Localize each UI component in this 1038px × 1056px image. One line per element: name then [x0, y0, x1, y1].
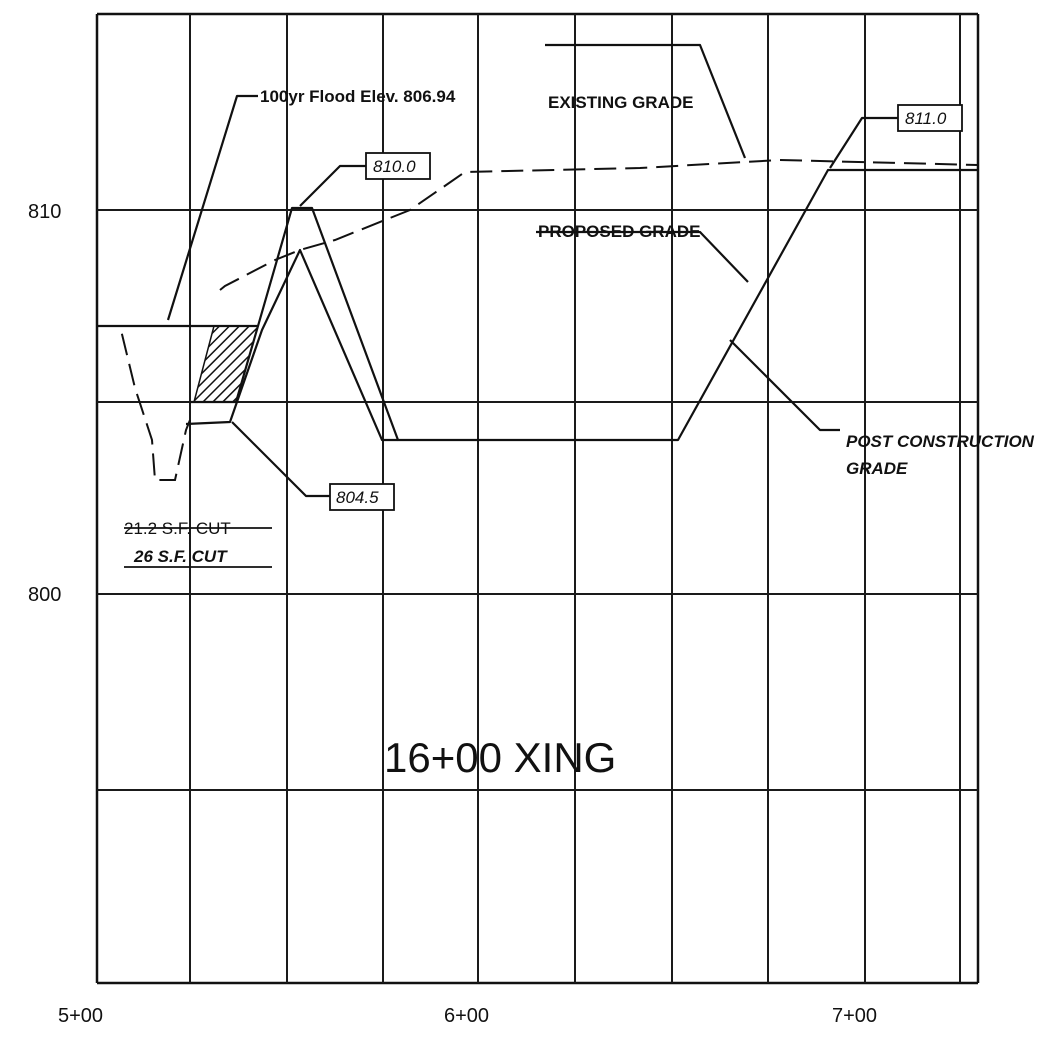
proposed-grade-label: PROPOSED GRADE [538, 222, 700, 241]
y-tick-800: 800 [28, 584, 61, 606]
callout-810-text: 810.0 [373, 157, 416, 176]
proposed-grade-leader [536, 230, 749, 283]
vertical-grid [189, 14, 961, 983]
callout-811-leader [829, 116, 898, 169]
existing-grade-channel [97, 325, 191, 481]
post-construction-label-1: POST CONSTRUCTION [846, 432, 1035, 451]
callout-8045-box [329, 483, 395, 511]
post-construction-leader [729, 339, 840, 432]
callout-810-leader [299, 164, 366, 207]
cut-area-hatch [193, 325, 259, 403]
post-construction-grade-line [185, 248, 398, 442]
horizontal-grid [97, 209, 978, 791]
callout-811-box [897, 104, 963, 132]
y-tick-810: 810 [28, 201, 61, 223]
x-tick-500: 5+00 [58, 1005, 103, 1027]
flood-leader [166, 94, 258, 321]
callout-810-box [365, 152, 431, 180]
cut-new-label: 26 S.F. CUT [133, 547, 228, 566]
drawing-title: 16+00 XING [384, 734, 616, 781]
callout-8045-leader [231, 421, 330, 498]
callout-811-text: 811.0 [905, 109, 947, 128]
existing-grade-label: EXISTING GRADE [548, 93, 693, 112]
x-tick-700: 7+00 [832, 1005, 877, 1027]
x-tick-600: 6+00 [444, 1005, 489, 1027]
callout-8045-text: 804.5 [336, 488, 379, 507]
flood-elevation-label: 100yr Flood Elev. 806.94 [260, 87, 456, 106]
existing-grade-leader [545, 43, 747, 159]
post-construction-label-2: GRADE [846, 459, 908, 478]
existing-grade-line [219, 158, 979, 291]
proposed-grade-line [190, 168, 978, 442]
